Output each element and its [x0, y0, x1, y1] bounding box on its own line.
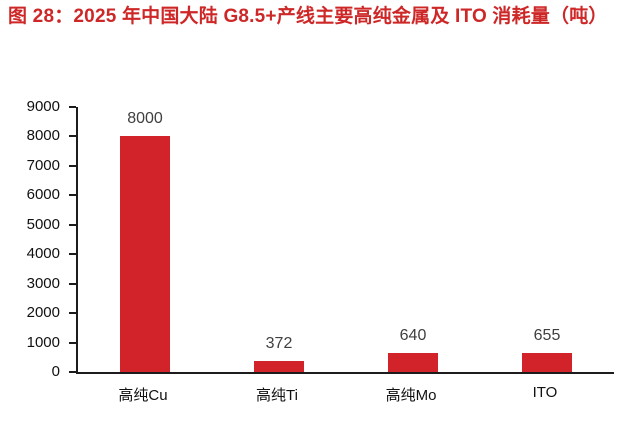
bar-value-label: 655 [533, 326, 561, 344]
y-axis-tick-label: 4000 [26, 245, 60, 263]
category-label: 高纯Mo [385, 387, 437, 404]
y-axis-tick-label: 0 [51, 363, 60, 380]
y-axis-tick-mark [69, 253, 76, 256]
bar-value-label: 640 [399, 327, 427, 345]
category-label: ITO [532, 384, 558, 401]
y-axis-tick-mark [69, 164, 76, 167]
bar-value-label: 372 [265, 335, 293, 353]
bar [254, 361, 304, 372]
y-axis: 0 1000 2000 3000 4000 5000 6000 7000 8000 9000 [0, 98, 60, 380]
bar [388, 353, 438, 372]
y-axis-tick-mark [69, 106, 76, 108]
y-axis-tick-mark [69, 371, 76, 373]
figure-title: 图 28：2025 年中国大陆 G8.5+产线主要高纯金属及 ITO 消耗量（吨… [8, 6, 608, 27]
bar [522, 352, 572, 372]
y-axis-tick-label: 8000 [26, 127, 60, 145]
y-axis-tick-label: 3000 [26, 274, 60, 292]
y-axis-tick-mark [69, 135, 76, 138]
y-axis-tick-label: 7000 [26, 156, 60, 174]
y-axis-tick-mark [69, 312, 76, 315]
y-axis-tick-mark [69, 223, 76, 226]
y-axis-tick-mark [69, 282, 76, 285]
y-axis-tick-label: 6000 [26, 186, 60, 204]
y-axis-tick-mark [69, 341, 76, 344]
category-label: 高纯Ti [256, 387, 298, 404]
y-axis-tick-label: 2000 [26, 304, 60, 322]
category-label: 高纯Cu [118, 387, 168, 404]
y-axis-tick-label: 5000 [26, 215, 60, 233]
plot-area: 8000 372 640 655 [76, 107, 614, 374]
bar-value-label: 8000 [127, 110, 163, 128]
y-axis-tick-mark [69, 194, 76, 197]
bar [120, 136, 170, 372]
y-axis-tick-label: 9000 [26, 98, 60, 115]
consumption-bar-chart: 0 1000 2000 3000 4000 5000 6000 7000 8000 9000 80… [0, 85, 640, 428]
y-axis-tick-label: 1000 [26, 333, 60, 351]
